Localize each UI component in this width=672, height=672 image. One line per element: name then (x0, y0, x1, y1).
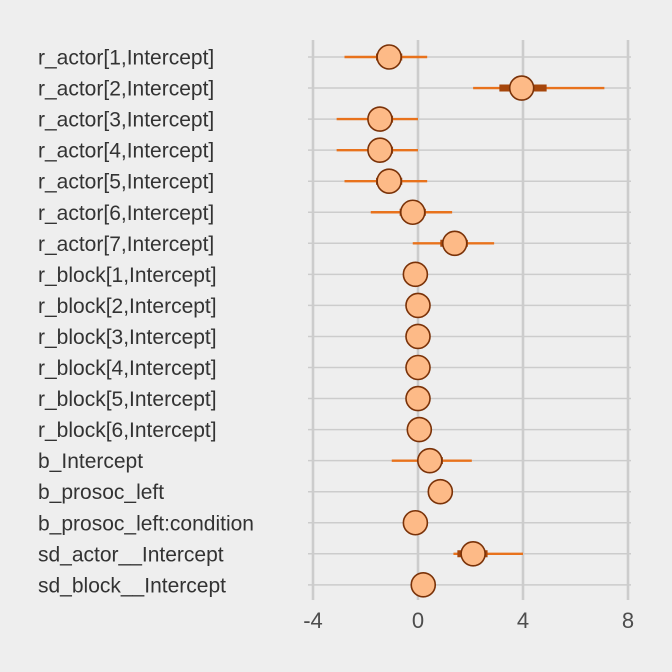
parameter-label: r_actor[7,Intercept] (38, 233, 214, 256)
point-estimate (406, 387, 430, 411)
parameter-label: r_actor[2,Intercept] (38, 78, 214, 101)
point-estimate (368, 138, 392, 162)
point-estimate (406, 293, 430, 317)
interval-row (403, 262, 427, 286)
parameter-label: r_block[6,Intercept] (38, 419, 217, 442)
parameter-label: r_actor[5,Intercept] (38, 171, 214, 194)
parameter-label: sd_actor__Intercept (38, 543, 224, 566)
point-estimate (377, 45, 401, 69)
parameter-label: r_block[3,Intercept] (38, 326, 217, 349)
point-estimate (377, 169, 401, 193)
point-estimate (403, 262, 427, 286)
point-estimate (443, 231, 467, 255)
parameter-label: sd_block__Intercept (38, 574, 226, 597)
parameter-label: r_actor[4,Intercept] (38, 140, 214, 163)
interval-row (406, 356, 430, 380)
x-tick-label: 8 (622, 608, 634, 633)
parameter-label: b_prosoc_left (38, 481, 164, 504)
interval-row (411, 573, 435, 597)
parameter-label: b_Intercept (38, 450, 143, 473)
interval-row (406, 387, 430, 411)
point-estimate (407, 418, 431, 442)
parameter-label: r_block[5,Intercept] (38, 388, 217, 411)
x-tick-label: 4 (517, 608, 529, 633)
point-estimate (461, 542, 485, 566)
point-estimate (406, 356, 430, 380)
parameter-label: r_block[4,Intercept] (38, 357, 217, 380)
point-estimate (406, 324, 430, 348)
x-tick-label: -4 (303, 608, 323, 633)
point-estimate (428, 480, 452, 504)
parameter-label: r_actor[3,Intercept] (38, 109, 214, 132)
parameter-label: r_block[2,Intercept] (38, 295, 217, 318)
point-estimate (411, 573, 435, 597)
parameter-label: r_block[1,Intercept] (38, 264, 217, 287)
point-estimate (418, 449, 442, 473)
point-estimate (368, 107, 392, 131)
x-tick-label: 0 (412, 608, 424, 633)
interval-row (428, 480, 452, 504)
interval-row (403, 511, 427, 535)
interval-row (407, 418, 431, 442)
point-estimate (510, 76, 534, 100)
parameter-label: b_prosoc_left:condition (38, 512, 254, 535)
parameter-label: r_actor[6,Intercept] (38, 202, 214, 225)
interval-row (406, 293, 430, 317)
interval-row (406, 324, 430, 348)
point-estimate (403, 511, 427, 535)
point-estimate (401, 200, 425, 224)
parameter-label: r_actor[1,Intercept] (38, 47, 214, 70)
